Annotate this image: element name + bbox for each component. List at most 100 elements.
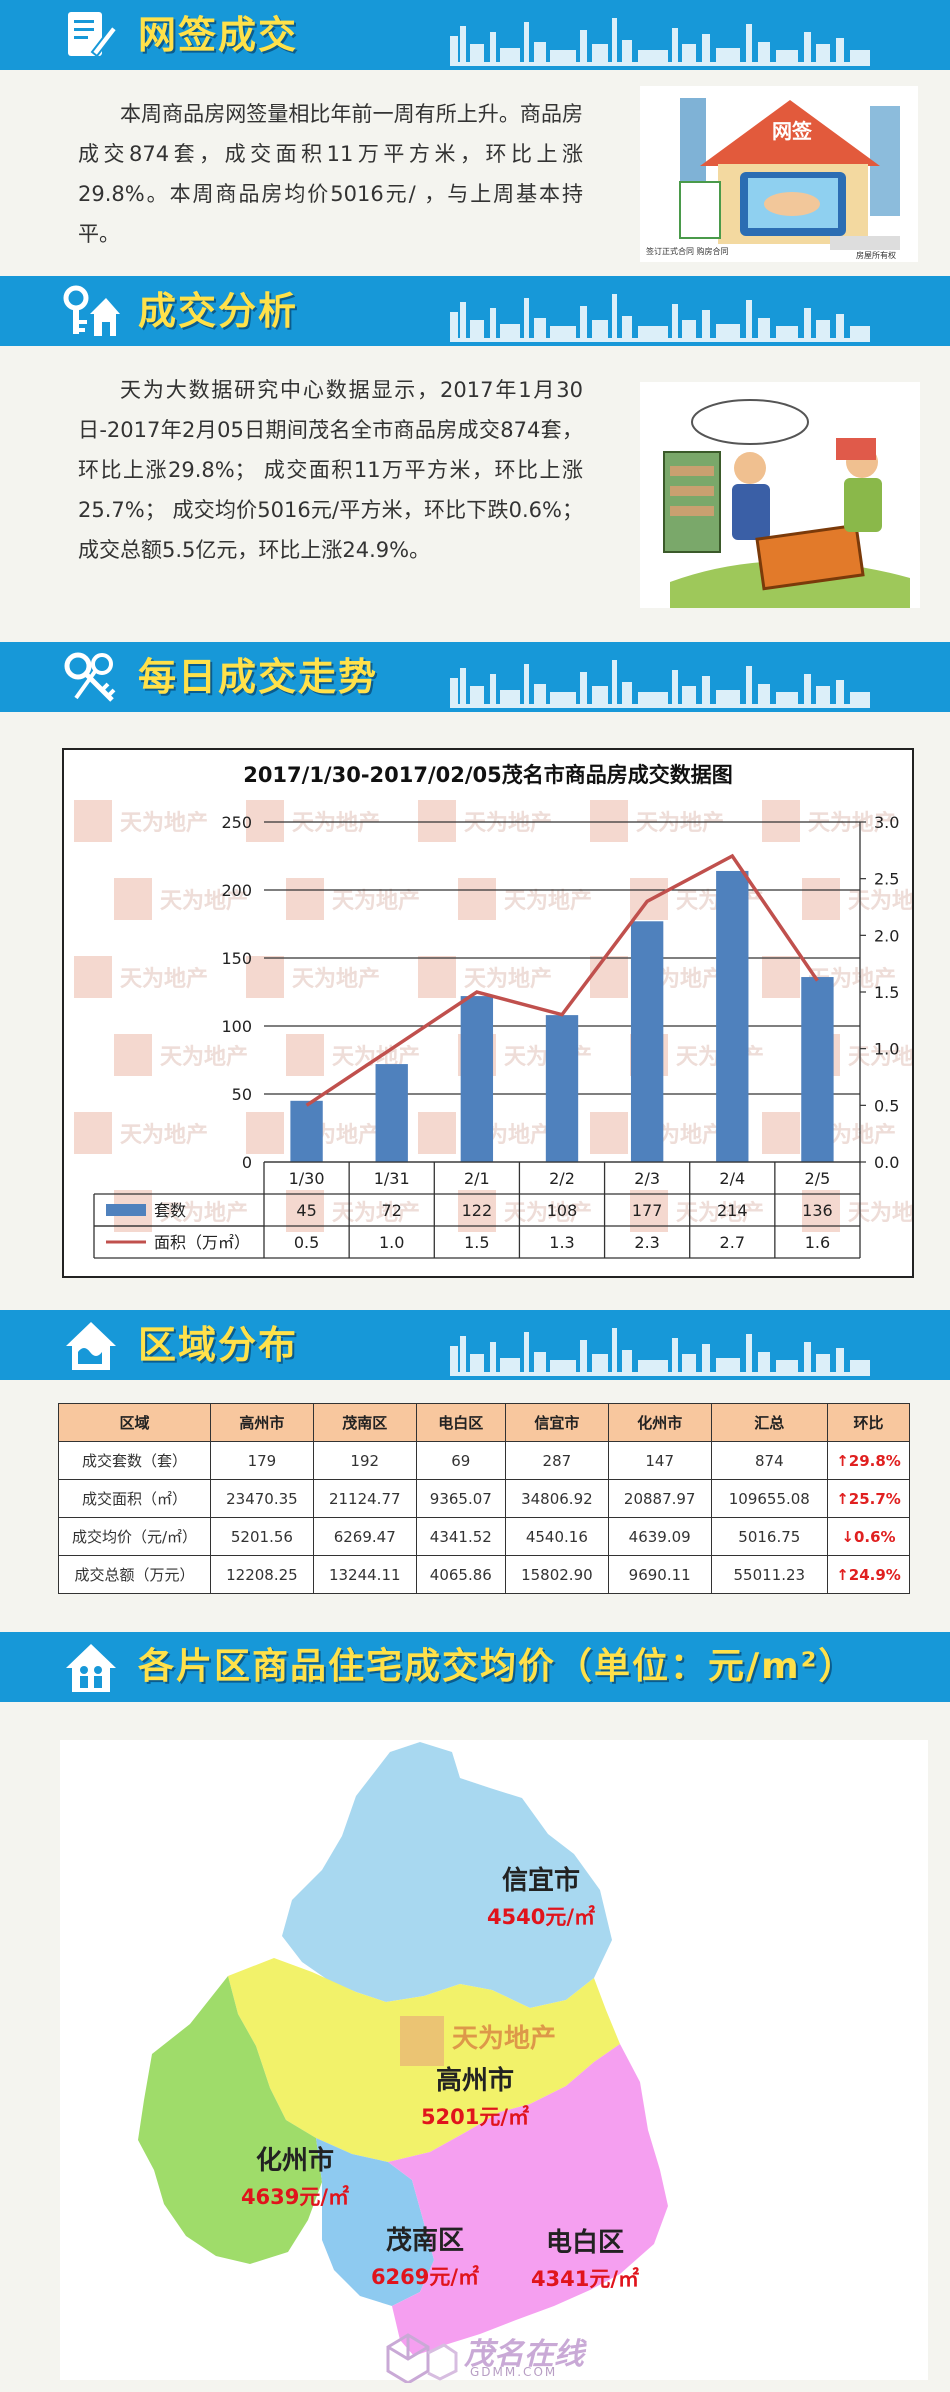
y-right-tick: 0.5	[874, 1096, 899, 1115]
region-price: 4540元/㎡	[486, 1905, 596, 1929]
table-cell: 4065.86	[415, 1555, 506, 1594]
region-price: 4639元/㎡	[240, 2185, 350, 2209]
daily-chart: 天为地产天为地产天为地产天为地产天为地产天为地产天为地产天为地产天为地产天为地产…	[62, 748, 914, 1278]
footer-brand-logo: 茂名在线 GDMM.COM	[378, 2327, 598, 2385]
legend-label: 面积（万㎡）	[154, 1233, 250, 1252]
table-cell: 147	[607, 1441, 712, 1480]
region-table: 区域 高州市 茂南区 电白区 信宜市 化州市 汇总 环比 成交套数（套） 179 1…	[58, 1403, 910, 1594]
bar	[460, 996, 494, 1162]
col-header: 电白区	[415, 1403, 506, 1442]
region-name: 化州市	[255, 2146, 334, 2176]
watermark-logo	[286, 878, 324, 920]
line-value-label: 1.5	[464, 1233, 489, 1252]
wangqian-text: 本周商品房网签量相比年前一周有所上升。商品房成交874套，成交面积11万平方米，…	[78, 102, 583, 246]
watermark-logo	[74, 956, 112, 998]
region-table-row: 成交均价（元/㎡） 5201.56 6269.47 4341.52 4540.16 463…	[58, 1517, 910, 1556]
map-label-gaozhou: 高州市 5201元/㎡	[400, 2060, 550, 2131]
region-name: 高州市	[435, 2066, 514, 2096]
y-right-tick: 0.0	[874, 1153, 899, 1172]
region-price: 6269元/㎡	[370, 2265, 480, 2289]
region-xinyi-shape	[282, 1742, 612, 2008]
banner-wangqian: 网签成交	[0, 0, 950, 70]
bar-value-label: 108	[547, 1201, 578, 1220]
legend-bar-swatch	[106, 1204, 146, 1216]
contract-icon	[68, 12, 119, 58]
bar	[716, 870, 749, 1162]
skyline-decoration	[450, 18, 870, 66]
row-label: 成交套数（套）	[58, 1441, 211, 1480]
table-cell: 4540.16	[504, 1517, 609, 1556]
watermark-logo	[762, 800, 800, 842]
region-table-header: 区域 高州市 茂南区 电白区 信宜市 化州市 汇总 环比	[58, 1403, 910, 1442]
watermark-logo	[400, 2016, 444, 2066]
table-cell: 192	[312, 1441, 417, 1480]
footer-brand: 茂名在线	[464, 2337, 584, 2372]
row-label: 成交总额（万元）	[58, 1555, 211, 1594]
region-name: 茂南区	[385, 2226, 464, 2256]
region-name: 信宜市	[501, 1866, 580, 1896]
region-price: 4341元/㎡	[530, 2267, 640, 2291]
bar-value-label: 45	[296, 1201, 316, 1220]
illus-caption-right: 房屋所有权	[856, 250, 896, 260]
watermark-logo	[74, 800, 112, 842]
region-price: 5201元/㎡	[420, 2105, 530, 2129]
banner-analysis: 成交分析	[0, 276, 950, 346]
banner-avgprice: 各片区商品住宅成交均价（单位：元/m²）	[0, 1632, 950, 1702]
y-left-tick: 0	[242, 1153, 252, 1172]
section-title: 网签成交	[138, 13, 299, 57]
region-huazhou-shape	[138, 1976, 322, 2264]
y-right-tick: 3.0	[874, 813, 899, 832]
watermark-logo	[458, 878, 496, 920]
bar	[630, 921, 664, 1162]
table-cell: 4639.09	[607, 1517, 712, 1556]
y-left-tick: 50	[232, 1085, 252, 1104]
table-cell: 874	[710, 1441, 829, 1480]
change-cell: ↑24.9%	[827, 1555, 910, 1594]
watermark-text: 天为地产	[452, 2024, 557, 2054]
section-title: 区域分布	[138, 1323, 299, 1367]
y-left-tick: 200	[221, 881, 252, 900]
keys-icon	[64, 652, 116, 702]
watermark-logo	[630, 1190, 668, 1232]
analysis-text: 天为大数据研究中心数据显示，2017年1月30日-2017年2月05日期间茂名全…	[78, 378, 583, 562]
x-tick: 2/3	[634, 1169, 660, 1188]
watermark-text: 天为地产	[676, 1201, 764, 1226]
table-cell: 6269.47	[312, 1517, 417, 1556]
change-cell: ↓0.6%	[827, 1517, 910, 1556]
watermark-logo	[286, 1034, 324, 1076]
table-cell: 20887.97	[607, 1479, 712, 1518]
watermark-logo	[418, 800, 456, 842]
x-tick: 2/1	[464, 1169, 490, 1188]
table-cell: 55011.23	[710, 1555, 829, 1594]
skyline-decoration	[450, 660, 870, 708]
bar-value-label: 122	[462, 1201, 493, 1220]
watermark-text: 天为地产	[504, 1201, 592, 1226]
watermark-text: 天为地产	[464, 967, 552, 992]
x-tick: 2/5	[805, 1169, 831, 1188]
skyline-decoration	[450, 1328, 870, 1376]
watermark-text: 天为地产	[120, 967, 208, 992]
col-header: 高州市	[210, 1403, 314, 1442]
chart-watermark-layer: 天为地产天为地产天为地产天为地产天为地产天为地产天为地产天为地产天为地产天为地产…	[74, 800, 912, 1232]
col-header: 信宜市	[504, 1403, 609, 1442]
watermark-text: 天为地产	[808, 811, 896, 836]
region-dianbai-shape	[388, 2044, 668, 2356]
table-cell: 4341.52	[415, 1517, 506, 1556]
skyline-decoration	[450, 294, 870, 342]
watermark-text: 天为地产	[332, 1201, 420, 1226]
watermark-logo	[590, 956, 628, 998]
house-key-icon	[63, 285, 120, 336]
watermark-logo	[246, 956, 284, 998]
family-home-icon	[66, 1644, 116, 1692]
region-table-row: 成交套数（套） 179 192 69 287 147 874 ↑29.8%	[58, 1441, 910, 1480]
bar	[801, 977, 834, 1162]
watermark-logo	[802, 878, 840, 920]
watermark-text: 天为地产	[332, 889, 420, 914]
watermark-text: 天为地产	[848, 1201, 912, 1226]
watermark-text: 天为地产	[464, 811, 552, 836]
watermark-logo	[246, 1112, 284, 1154]
map-label-dianbai: 电白区 4341元/㎡	[510, 2222, 660, 2293]
watermark-text: 天为地产	[848, 1045, 912, 1070]
wangqian-paragraph: 本周商品房网签量相比年前一周有所上升。商品房成交874套，成交面积11万平方米，…	[78, 94, 583, 254]
section-title: 各片区商品住宅成交均价（单位：元/m²）	[138, 1646, 857, 1687]
